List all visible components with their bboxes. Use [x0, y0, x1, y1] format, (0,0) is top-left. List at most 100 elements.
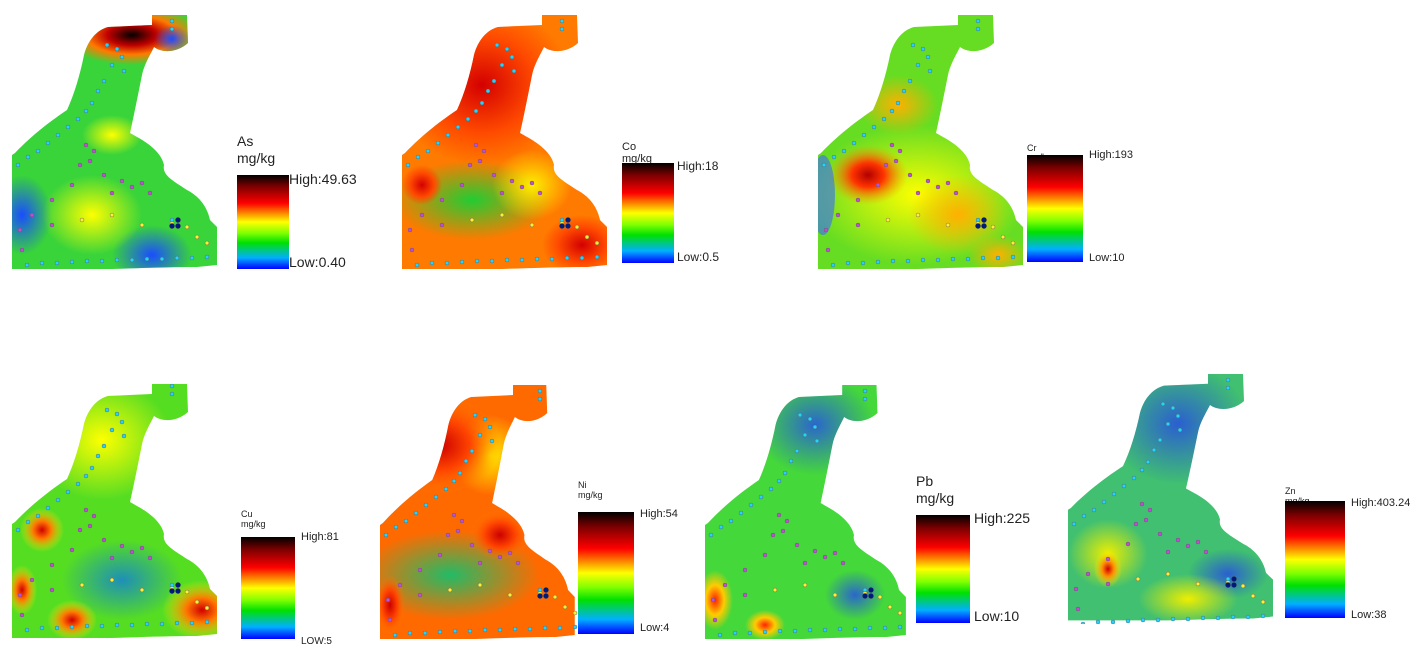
- sample-point: [459, 259, 465, 265]
- sample-point: [840, 560, 846, 566]
- sample-point: [482, 627, 488, 633]
- sample-point: [159, 621, 165, 627]
- sample-point: [862, 388, 868, 394]
- sample-point: [559, 217, 565, 223]
- sample-point: [387, 617, 393, 623]
- sample-point: [463, 458, 469, 464]
- sample-point: [579, 255, 585, 261]
- sample-point: [413, 510, 419, 516]
- sample-point: [104, 407, 110, 413]
- sample-point: [758, 494, 764, 500]
- sample-point: [925, 54, 931, 60]
- sample-point: [981, 217, 987, 223]
- sample-point: [417, 567, 423, 573]
- sample-point: [594, 254, 600, 260]
- sample-points-co: [405, 18, 600, 268]
- sample-point: [144, 621, 150, 627]
- legend-color-ramp: [622, 163, 674, 263]
- sample-point: [1080, 621, 1086, 624]
- sample-points-pb: [708, 388, 903, 638]
- legend-high-label: High:18: [677, 159, 719, 173]
- sample-point: [497, 554, 503, 560]
- sample-point: [559, 26, 565, 32]
- map-panel-co: Co mg/kg High:18 Low:0.5: [390, 0, 750, 290]
- sample-point: [114, 411, 120, 417]
- sample-point: [777, 628, 783, 634]
- sample-point: [49, 222, 55, 228]
- sample-point: [101, 78, 107, 84]
- sample-point: [543, 593, 549, 599]
- sample-point: [19, 612, 25, 618]
- sample-point: [975, 18, 981, 24]
- sample-point: [897, 624, 903, 630]
- sample-point: [109, 427, 115, 433]
- sample-point: [419, 212, 425, 218]
- sample-point: [169, 223, 175, 229]
- sample-point: [169, 217, 175, 223]
- sample-point: [559, 18, 565, 24]
- sample-point: [1177, 427, 1183, 433]
- sample-point: [129, 549, 135, 555]
- sample-point: [1215, 615, 1221, 621]
- sample-point: [439, 222, 445, 228]
- sample-point: [762, 629, 768, 635]
- sample-point: [889, 108, 895, 114]
- sample-point: [174, 255, 180, 261]
- sample-point: [491, 78, 497, 84]
- sample-point: [945, 222, 951, 228]
- sample-point: [557, 625, 563, 631]
- sample-point: [467, 628, 473, 634]
- sample-point: [537, 388, 543, 394]
- legend-low-label: Low:10: [974, 608, 1020, 624]
- sample-point: [121, 433, 127, 439]
- sample-point: [1139, 501, 1145, 507]
- sample-point: [537, 587, 543, 593]
- sample-point: [55, 132, 61, 138]
- sample-point: [1091, 507, 1097, 513]
- legend-ni: Ni mg/kg High:54 Low:4: [578, 480, 688, 640]
- sample-point: [875, 259, 881, 265]
- sample-point: [1073, 586, 1079, 592]
- sample-point: [807, 627, 813, 633]
- sample-point: [184, 589, 190, 595]
- sample-point: [69, 182, 75, 188]
- sample-point: [1143, 517, 1149, 523]
- legend-element: Cu: [241, 509, 253, 519]
- sample-point: [91, 148, 97, 154]
- sample-point: [147, 190, 153, 196]
- sample-point: [89, 100, 95, 106]
- sample-point: [83, 108, 89, 114]
- sample-point: [55, 497, 61, 503]
- sample-point: [489, 438, 495, 444]
- legend-element: Pb: [916, 473, 934, 489]
- sample-point: [69, 259, 75, 265]
- sample-point: [469, 217, 475, 223]
- sample-point: [1260, 599, 1266, 605]
- sample-point: [477, 560, 483, 566]
- legend-element: Ni: [578, 480, 587, 490]
- legend-low-label: Low:4: [640, 622, 670, 634]
- sample-point: [169, 383, 175, 389]
- sample-point: [835, 212, 841, 218]
- sample-point: [477, 582, 483, 588]
- sample-point: [487, 548, 493, 554]
- sample-points-ni: [383, 388, 578, 638]
- sample-point: [39, 625, 45, 631]
- sample-point: [95, 453, 101, 459]
- sample-point: [494, 42, 500, 48]
- sample-point: [129, 622, 135, 628]
- interpolation-map-cu: [12, 383, 217, 638]
- sample-point: [83, 507, 89, 513]
- sample-point: [784, 518, 790, 524]
- sample-point: [15, 527, 21, 533]
- sample-point: [49, 587, 55, 593]
- sample-point: [89, 465, 95, 471]
- sample-point: [897, 148, 903, 154]
- sample-point: [109, 190, 115, 196]
- sample-point: [175, 217, 181, 223]
- legend-color-ramp: [237, 175, 289, 269]
- sample-point: [469, 448, 475, 454]
- sample-point: [429, 260, 435, 266]
- sample-point: [537, 190, 543, 196]
- sample-point: [1139, 467, 1145, 473]
